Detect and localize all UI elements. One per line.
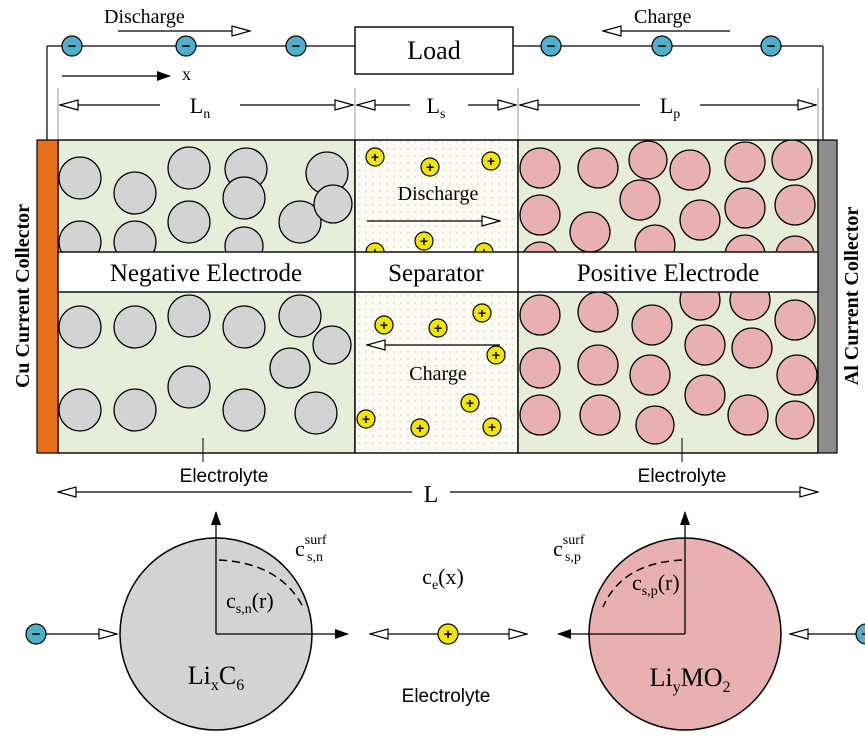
svg-text:+: + xyxy=(380,317,388,333)
separator-label: Separator xyxy=(388,260,484,287)
svg-text:−: − xyxy=(862,626,865,643)
svg-text:+: + xyxy=(478,305,486,321)
svg-text:+: + xyxy=(426,159,434,175)
ion-icon: + xyxy=(437,623,459,645)
lp-label: Lp xyxy=(660,93,680,122)
positive-electrode-region xyxy=(517,139,819,454)
electron-icon: − xyxy=(760,35,782,57)
load-label: Load xyxy=(407,36,460,65)
left-electron-inflow: − xyxy=(25,623,117,645)
total-length-label: L xyxy=(424,482,439,508)
x-axis-label: x xyxy=(182,64,191,84)
svg-text:+: + xyxy=(466,395,474,411)
csp-surf-label: csurf s,p xyxy=(553,533,585,565)
csn-surf-label: csurf s,n xyxy=(295,533,327,565)
ln-label: Ln xyxy=(190,93,210,122)
electron-icon: − xyxy=(25,623,47,645)
svg-text:−: − xyxy=(68,38,77,55)
charge-top-label: Charge xyxy=(634,6,692,28)
ion-icon: + xyxy=(410,418,430,438)
electron-icon: − xyxy=(61,35,83,57)
svg-text:+: + xyxy=(420,233,428,249)
negative-electrode-label: Negative Electrode xyxy=(110,260,302,287)
battery-cell: + + + + + + + + + + + + + + Discharge Ch… xyxy=(12,139,863,462)
ion-icon: + xyxy=(414,231,434,251)
separator-discharge-label: Discharge xyxy=(398,183,479,205)
svg-text:−: − xyxy=(182,38,191,55)
svg-text:+: + xyxy=(487,153,495,169)
total-length: L xyxy=(58,482,818,508)
positive-particles xyxy=(519,139,818,445)
cu-current-collector xyxy=(36,139,59,454)
svg-text:−: − xyxy=(547,38,556,55)
ion-icon: + xyxy=(486,345,506,365)
dimension-lines: Ln Ls Lp xyxy=(57,88,819,140)
electrolyte-bottom-label: Electrolyte xyxy=(402,686,491,707)
electron-icon: − xyxy=(540,35,562,57)
svg-text:+: + xyxy=(444,626,453,643)
svg-text:−: − xyxy=(292,38,301,55)
load-box: Load xyxy=(354,26,514,75)
svg-text:+: + xyxy=(362,411,370,427)
positive-particle-detail: cs,p(r) csurf s,p LiyMO2 xyxy=(553,511,782,731)
electrolyte-right-label: Electrolyte xyxy=(638,466,727,487)
positive-electrode-label: Positive Electrode xyxy=(577,260,760,287)
separator-charge-label: Charge xyxy=(409,363,467,385)
electron-icon: − xyxy=(651,35,673,57)
x-axis: x xyxy=(62,64,191,84)
csp-label: cs,p(r) xyxy=(632,570,680,599)
svg-text:+: + xyxy=(416,420,424,436)
csn-label: cs,n(r) xyxy=(226,588,274,617)
cu-collector-label: Cu Current Collector xyxy=(12,204,34,388)
electrolyte-left-label: Electrolyte xyxy=(180,466,269,487)
svg-text:−: − xyxy=(767,38,776,55)
right-electron-inflow: − xyxy=(790,623,865,645)
al-collector-label: Al Current Collector xyxy=(841,207,863,386)
svg-text:+: + xyxy=(434,320,442,336)
al-current-collector xyxy=(817,139,838,454)
ion-icon: + xyxy=(472,303,492,323)
ion-icon: + xyxy=(481,151,501,171)
electron-icon: − xyxy=(285,35,307,57)
electron-icon: − xyxy=(175,35,197,57)
svg-text:+: + xyxy=(488,419,496,435)
ion-icon: + xyxy=(420,157,440,177)
lixc6-label: LixC6 xyxy=(188,661,244,694)
discharge-top-label: Discharge xyxy=(104,6,185,28)
label-band xyxy=(57,251,819,293)
ion-icon: + xyxy=(365,147,385,167)
electrolyte-detail: ce(x) + Electrolyte xyxy=(370,564,527,707)
ion-icon: + xyxy=(460,393,480,413)
svg-text:−: − xyxy=(658,38,667,55)
electron-icon: − xyxy=(855,623,865,645)
svg-text:+: + xyxy=(371,149,379,165)
ion-icon: + xyxy=(428,318,448,338)
wire-electrons: − − − − − − xyxy=(61,35,782,57)
ce-label: ce(x) xyxy=(422,564,464,593)
ls-label: Ls xyxy=(427,93,446,122)
ion-icon: + xyxy=(356,409,376,429)
svg-text:+: + xyxy=(492,347,500,363)
svg-text:−: − xyxy=(32,626,41,643)
ion-icon: + xyxy=(482,417,502,437)
ion-icon: + xyxy=(374,315,394,335)
negative-particle-detail: cs,n(r) csurf s,n LixC6 xyxy=(119,511,349,731)
liymo2-label: LiyMO2 xyxy=(649,663,730,696)
